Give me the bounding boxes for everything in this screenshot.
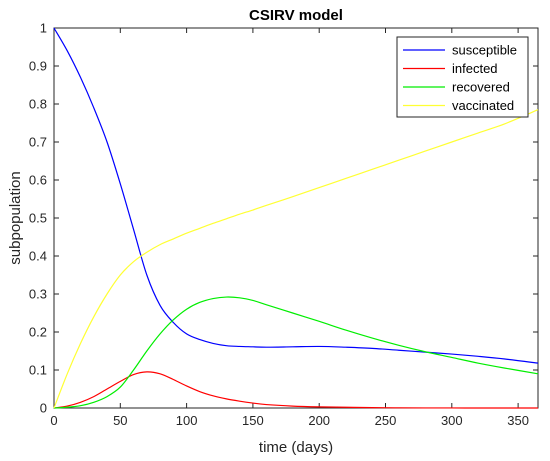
- series-line-infected: [53, 371, 538, 409]
- y-tick-label: 0: [40, 401, 47, 416]
- y-tick-label: 0.6: [29, 173, 47, 188]
- y-tick-label: 0.9: [29, 59, 47, 74]
- y-tick-label: 0.7: [29, 135, 47, 150]
- x-tick-label: 350: [507, 413, 529, 428]
- y-tick-label: 0.1: [29, 363, 47, 378]
- y-tick-label: 0.5: [29, 211, 47, 226]
- legend-label-vaccinated: vaccinated: [452, 98, 514, 113]
- y-axis-label: subpopulation: [7, 171, 24, 264]
- chart-title: CSIRV model: [249, 7, 343, 24]
- x-tick-label: 250: [375, 413, 397, 428]
- series-line-vaccinated: [53, 109, 539, 409]
- legend-label-recovered: recovered: [452, 80, 510, 95]
- axis-ticks: 0 50 100 150 200 250 300 350 0 0.1 0.2 0.3 0.4 0.5 0.6…: [29, 21, 538, 428]
- series-lines: [53, 27, 539, 409]
- x-tick-label: 0: [50, 413, 57, 428]
- x-tick-label: 200: [308, 413, 330, 428]
- x-tick-label: 300: [441, 413, 463, 428]
- y-tick-label: 0.2: [29, 325, 47, 340]
- y-tick-label: 0.3: [29, 287, 47, 302]
- series-line-susceptible: [53, 27, 539, 364]
- x-tick-label: 100: [176, 413, 198, 428]
- y-tick-label: 0.4: [29, 249, 47, 264]
- series-line-recovered: [53, 296, 539, 409]
- x-tick-label: 150: [242, 413, 264, 428]
- x-axis-label: time (days): [259, 439, 333, 456]
- legend-label-infected: infected: [452, 61, 498, 76]
- y-tick-label: 0.8: [29, 97, 47, 112]
- legend-label-susceptible: susceptible: [452, 43, 517, 58]
- y-tick-label: 1: [40, 21, 47, 36]
- x-tick-label: 50: [113, 413, 127, 428]
- legend: susceptible infected recovered vaccinated: [396, 36, 529, 118]
